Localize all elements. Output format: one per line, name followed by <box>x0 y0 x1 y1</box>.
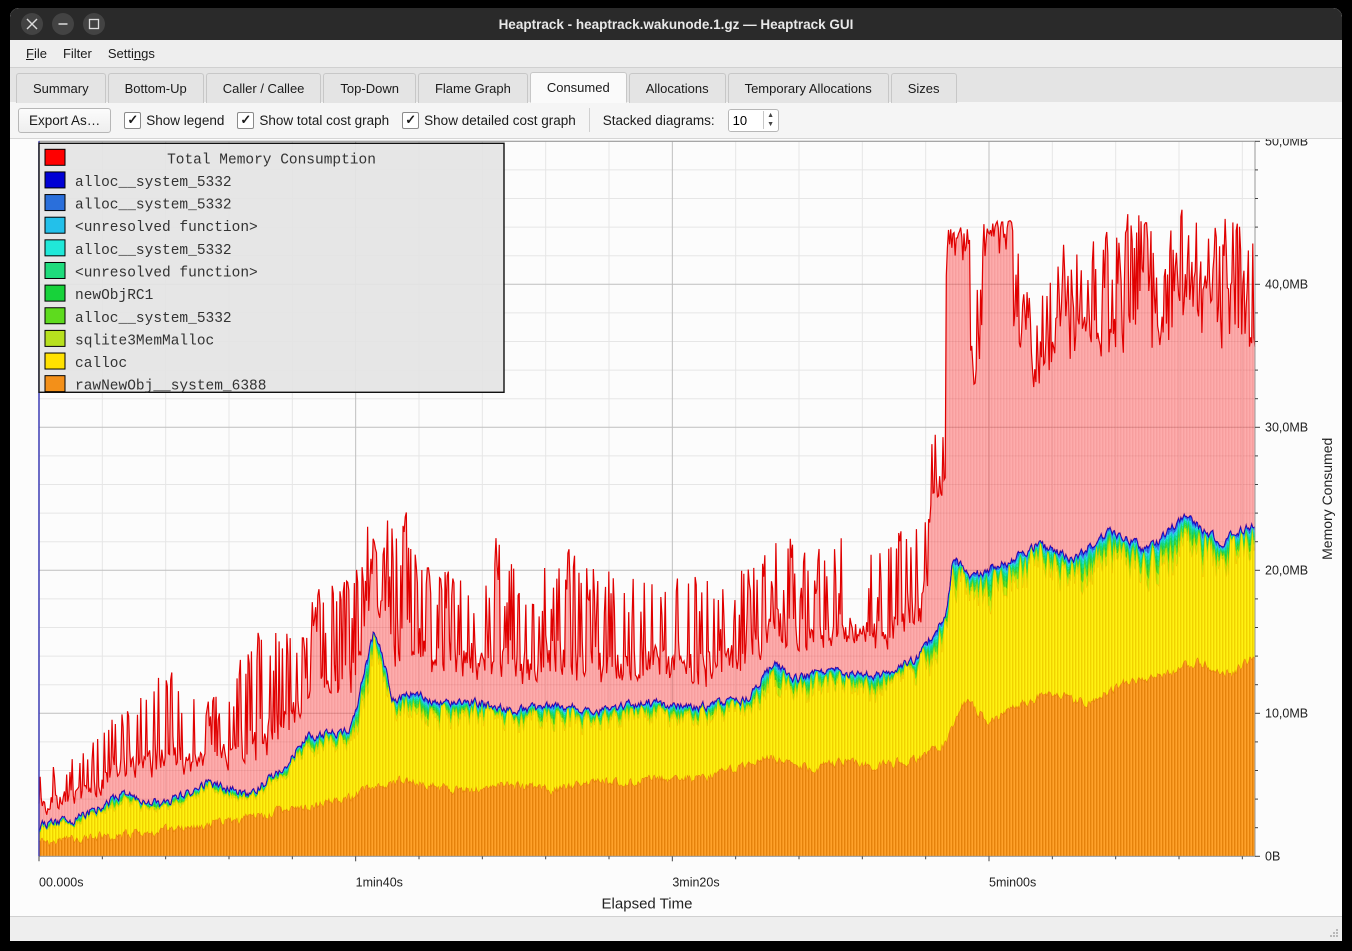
svg-text:alloc__system_5332: alloc__system_5332 <box>75 198 232 214</box>
svg-text:1min40s: 1min40s <box>356 875 403 889</box>
svg-text:0B: 0B <box>1265 849 1280 863</box>
svg-text:newObjRC1: newObjRC1 <box>75 288 153 304</box>
svg-text:calloc: calloc <box>75 356 127 372</box>
svg-text:30,0MB: 30,0MB <box>1265 420 1308 434</box>
svg-text:00.000s: 00.000s <box>39 875 83 889</box>
svg-text:<unresolved function>: <unresolved function> <box>75 220 258 236</box>
svg-text:Elapsed Time: Elapsed Time <box>602 895 693 912</box>
svg-text:40,0MB: 40,0MB <box>1265 277 1308 291</box>
svg-text:rawNewObj__system_6388: rawNewObj__system_6388 <box>75 379 266 395</box>
svg-text:20,0MB: 20,0MB <box>1265 563 1308 577</box>
svg-text:50,0MB: 50,0MB <box>1265 139 1308 148</box>
svg-text:Total Memory Consumption: Total Memory Consumption <box>167 152 376 168</box>
svg-text:<unresolved function>: <unresolved function> <box>75 265 258 281</box>
svg-text:5min00s: 5min00s <box>989 875 1036 889</box>
svg-text:alloc__system_5332: alloc__system_5332 <box>75 311 232 327</box>
svg-text:3min20s: 3min20s <box>672 875 719 889</box>
svg-text:sqlite3MemMalloc: sqlite3MemMalloc <box>75 333 214 349</box>
svg-text:alloc__system_5332: alloc__system_5332 <box>75 175 232 191</box>
svg-text:alloc__system_5332: alloc__system_5332 <box>75 243 232 259</box>
svg-text:Memory Consumed: Memory Consumed <box>1319 438 1335 560</box>
svg-text:10,0MB: 10,0MB <box>1265 706 1308 720</box>
